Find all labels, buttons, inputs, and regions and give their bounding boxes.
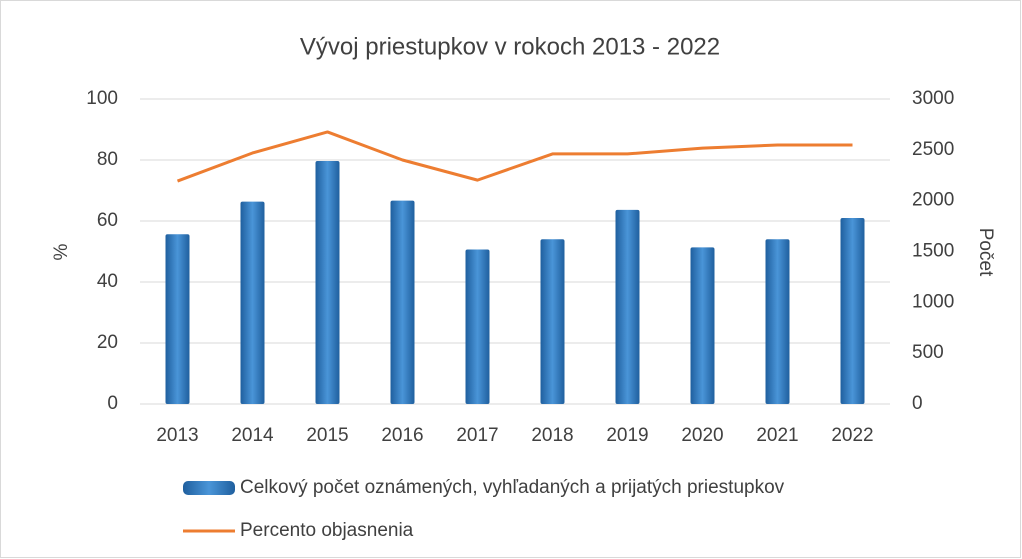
x-tick-label: 2017 (456, 425, 498, 446)
chart-title: Vývoj priestupkov v rokoch 2013 - 2022 (300, 33, 720, 60)
x-tick-label: 2015 (306, 425, 348, 446)
y2-axis-label: Počet (975, 228, 996, 277)
bar (390, 200, 415, 404)
bar (840, 217, 865, 404)
x-tick-label: 2014 (231, 425, 274, 446)
y-tick-label: 80 (97, 149, 118, 170)
y-tick-label: 60 (97, 210, 118, 231)
y-axis-label: % (51, 243, 72, 260)
y-tick-label: 100 (86, 88, 118, 109)
x-tick-label: 2013 (156, 425, 198, 446)
y-tick-label: 0 (107, 393, 118, 414)
y2-tick-label: 500 (912, 342, 944, 363)
y-tick-label: 40 (97, 271, 118, 292)
y-tick-label: 20 (97, 332, 118, 353)
legend-label: Celkový počet oznámených, vyhľadaných a … (240, 477, 785, 498)
bar (540, 239, 565, 404)
bar (165, 234, 190, 404)
line (176, 130, 853, 183)
bar (465, 249, 490, 404)
y2-tick-label: 0 (912, 393, 923, 414)
bar (690, 247, 715, 404)
y2-tick-label: 1000 (912, 291, 954, 312)
legend-swatch (183, 481, 235, 495)
bar (315, 161, 340, 404)
x-tick-label: 2022 (831, 425, 873, 446)
y2-tick-label: 3000 (912, 88, 954, 109)
legend-label: Percento objasnenia (240, 520, 414, 541)
x-tick-label: 2016 (381, 425, 423, 446)
x-tick-label: 2019 (606, 425, 648, 446)
bar (240, 201, 265, 404)
x-tick-label: 2021 (756, 425, 798, 446)
y2-tick-label: 2500 (912, 139, 954, 160)
bar (615, 209, 640, 404)
x-tick-label: 2020 (681, 425, 723, 446)
y2-tick-label: 1500 (912, 241, 954, 262)
bar (765, 239, 790, 404)
x-tick-label: 2018 (531, 425, 573, 446)
y2-tick-label: 2000 (912, 190, 954, 211)
